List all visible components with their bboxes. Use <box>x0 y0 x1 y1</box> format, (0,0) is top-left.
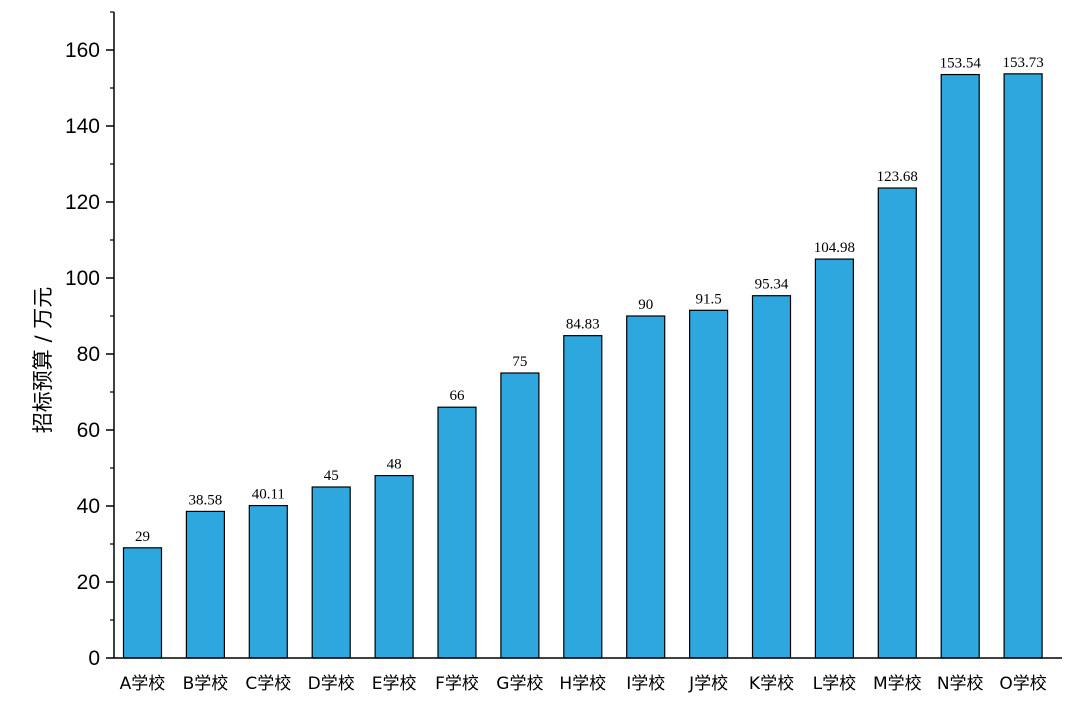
x-tick-label-1: A学校 <box>120 674 166 694</box>
x-tick-label-5: E学校 <box>372 674 417 694</box>
data-label-8: 84.83 <box>566 317 600 333</box>
data-label-7: 75 <box>512 354 527 370</box>
data-label-1: 29 <box>135 529 150 545</box>
bar-4 <box>311 486 351 659</box>
y-tick-label-160: 160 <box>65 39 100 62</box>
data-label-15: 153.73 <box>1002 55 1043 71</box>
y-tick-label-40: 40 <box>77 495 100 518</box>
bar-1 <box>122 547 163 659</box>
y-tick-label-60: 60 <box>77 419 100 442</box>
x-tick-label-6: F学校 <box>435 674 479 694</box>
y-axis-title-group: 招标预算 / 万元 <box>31 287 55 433</box>
data-labels-group: 29 38.58 40.11 45 48 66 75 84.83 90 91.5 95.34 104.… <box>135 55 1044 545</box>
x-tick-label-3: C学校 <box>245 674 291 694</box>
bar-6 <box>437 406 477 659</box>
bar-11 <box>751 295 792 659</box>
x-tick-label-2: B学校 <box>183 674 229 694</box>
y-tick-label-120: 120 <box>65 191 100 214</box>
data-label-12: 104.98 <box>814 240 855 256</box>
bar-9 <box>626 315 666 659</box>
x-axis: A学校 B学校 C学校 D学校 E学校 F学校 G学校 H学校 I学校 J学校 K学校 L学校 M学校 N… <box>114 657 1062 694</box>
bar-12 <box>814 258 855 659</box>
x-tick-label-12: L学校 <box>813 674 856 694</box>
data-label-6: 66 <box>450 388 466 404</box>
x-tick-label-15: O学校 <box>999 674 1046 694</box>
y-tick-label-80: 80 <box>77 343 100 366</box>
data-label-3: 40.11 <box>252 487 285 503</box>
bar-13 <box>877 187 917 659</box>
bar-14 <box>940 73 980 659</box>
bar-7 <box>500 372 540 659</box>
x-tick-label-9: I学校 <box>626 674 665 694</box>
data-label-9: 90 <box>638 297 653 313</box>
bar-2 <box>185 510 225 659</box>
x-tick-label-4: D学校 <box>308 674 355 694</box>
bars-group <box>122 73 1043 659</box>
bar-5 <box>374 475 414 659</box>
bar-15 <box>1003 73 1043 659</box>
data-label-5: 48 <box>387 457 402 473</box>
data-label-2: 38.58 <box>189 492 223 508</box>
data-label-10: 91.5 <box>695 291 721 307</box>
x-tick-label-7: G学校 <box>496 674 543 694</box>
y-tick-label-140: 140 <box>65 115 100 138</box>
x-tick-label-10: J学校 <box>688 674 728 694</box>
x-tick-label-11: K学校 <box>749 674 794 694</box>
x-tick-label-13: M学校 <box>873 674 922 694</box>
x-tick-label-8: H学校 <box>559 674 606 694</box>
bar-8 <box>563 335 603 659</box>
bar-3 <box>248 504 288 659</box>
data-label-11: 95.34 <box>755 277 789 293</box>
y-tick-label-20: 20 <box>77 571 100 594</box>
data-label-4: 45 <box>324 468 339 484</box>
data-label-13: 123.68 <box>877 169 918 185</box>
data-label-14: 153.54 <box>940 56 982 72</box>
y-axis: 0 20 40 60 80 100 120 140 160 <box>65 11 115 670</box>
y-tick-label-0: 0 <box>88 647 100 670</box>
y-axis-title: 招标预算 / 万元 <box>31 287 55 433</box>
bar-10 <box>688 309 729 659</box>
x-tick-label-14: N学校 <box>937 674 984 694</box>
y-tick-label-100: 100 <box>65 267 100 290</box>
